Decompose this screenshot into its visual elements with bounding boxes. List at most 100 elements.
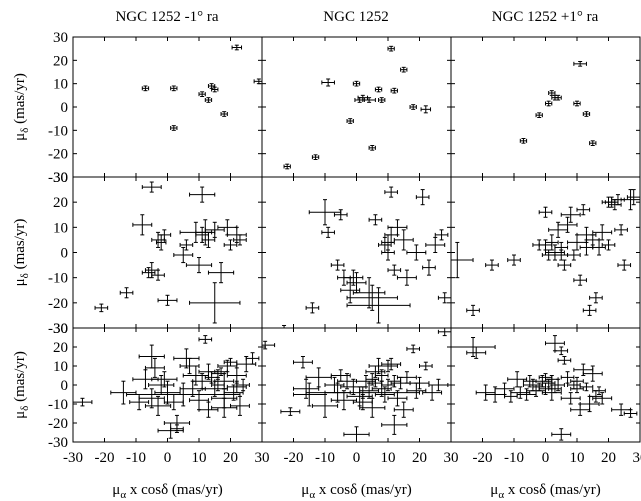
data-point (362, 97, 376, 103)
data-point (387, 264, 402, 276)
data-point (73, 397, 93, 407)
data-point (253, 78, 262, 85)
data-point (195, 219, 216, 246)
data-point (554, 94, 562, 101)
data-point (141, 181, 162, 193)
data-point (283, 163, 291, 170)
panel-r2-c1 (261, 327, 452, 443)
data-point (282, 324, 287, 328)
data-point (151, 269, 165, 281)
data-point (409, 376, 430, 390)
data-point (359, 397, 386, 418)
data-point (592, 239, 606, 256)
data-points (451, 335, 638, 441)
x-tick-label: 10 (570, 450, 585, 466)
y-axis-label: μδ (mas/yr) (12, 73, 31, 141)
data-point (223, 384, 244, 401)
data-point (614, 224, 628, 236)
data-point (420, 105, 432, 114)
y-tick-label: -20 (48, 147, 68, 163)
data-point (381, 357, 402, 371)
data-point (507, 254, 521, 266)
data-point (381, 244, 395, 261)
data-point (207, 83, 216, 89)
y-tick-label: 20 (53, 340, 68, 356)
data-point (333, 209, 348, 221)
data-point (434, 229, 449, 241)
data-points (73, 335, 260, 439)
data-point (589, 140, 597, 146)
x-tick-label: -10 (504, 450, 524, 466)
data-point (185, 257, 213, 274)
column-title-right: NGC 1252 +1° ra (492, 9, 599, 25)
data-points (451, 189, 640, 316)
data-point (352, 80, 361, 87)
data-point (582, 111, 591, 117)
data-point (346, 118, 354, 124)
data-point (170, 424, 184, 433)
data-point (293, 356, 313, 369)
panel-r1-c1 (261, 176, 452, 329)
data-point (623, 409, 638, 418)
data-point (611, 403, 632, 416)
data-points (283, 45, 432, 170)
y-tick-label: -10 (48, 397, 68, 413)
data-point (173, 348, 200, 369)
data-point (198, 91, 206, 97)
data-point (170, 85, 178, 92)
y-tick-label: 30 (53, 170, 68, 186)
data-point (573, 61, 587, 67)
data-point (217, 219, 238, 236)
y-tick-label: 10 (53, 220, 68, 236)
data-point (179, 357, 200, 375)
panel-r1-c0 (72, 176, 263, 329)
y-tick-label: -20 (48, 296, 68, 312)
data-points (262, 328, 451, 442)
data-point (198, 335, 213, 344)
data-points (519, 61, 597, 146)
panel-r0-c1 (261, 36, 452, 178)
panel-frame (261, 327, 452, 443)
data-point (223, 239, 238, 251)
data-point (592, 392, 613, 405)
data-point (94, 303, 109, 313)
data-point (311, 394, 339, 418)
data-point (451, 337, 496, 357)
data-point (384, 186, 398, 198)
y-tick-label: -30 (48, 435, 68, 451)
y-tick-label: 20 (53, 195, 68, 211)
data-point (374, 386, 395, 403)
data-point (589, 292, 603, 304)
y-tick-label: -20 (48, 416, 68, 432)
data-point (236, 378, 250, 392)
data-point (204, 221, 225, 238)
data-point (374, 86, 383, 93)
data-point (573, 100, 581, 107)
data-point (390, 87, 398, 94)
data-point (374, 369, 389, 382)
data-point (141, 267, 156, 279)
y-axis-label: μδ (mas/yr) (12, 219, 31, 287)
data-point (226, 226, 247, 243)
axis-labels: -30-20-100102030-30-20-100102030-30-20-1… (12, 30, 641, 501)
y-tick-label: 20 (53, 53, 68, 69)
y-tick-label: 30 (53, 30, 68, 46)
data-point (189, 390, 209, 411)
y-axis-label: μδ (mas/yr) (12, 351, 31, 419)
data-point (154, 380, 181, 405)
data-point (393, 229, 414, 251)
data-point (626, 189, 640, 206)
data-point (601, 239, 616, 251)
data-point (138, 344, 165, 369)
panel-r0-c0 (72, 36, 263, 178)
data-point (223, 357, 238, 367)
data-point (110, 380, 137, 405)
y-tick-label: 0 (61, 246, 69, 262)
data-point (148, 375, 175, 395)
y-tick-label: 30 (53, 321, 68, 337)
data-point (554, 241, 569, 253)
panel-r2-c2 (450, 327, 641, 443)
data-point (357, 94, 369, 101)
panel-frame (261, 36, 452, 178)
data-point (354, 97, 365, 103)
